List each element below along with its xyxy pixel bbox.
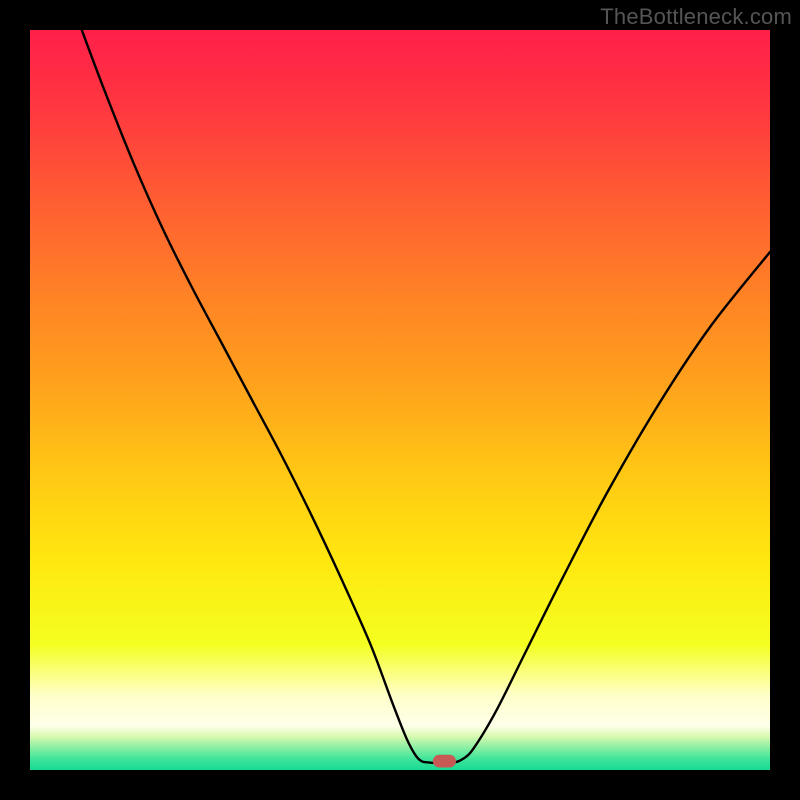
optimal-marker: [433, 755, 455, 767]
watermark-text: TheBottleneck.com: [600, 4, 792, 30]
bottleneck-chart: [0, 0, 800, 800]
gradient-background: [30, 30, 770, 770]
